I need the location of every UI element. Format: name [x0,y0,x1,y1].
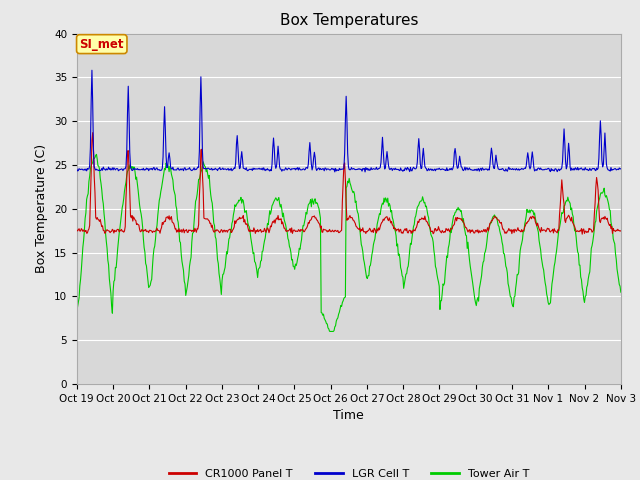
Text: SI_met: SI_met [79,37,124,50]
Legend: CR1000 Panel T, LGR Cell T, Tower Air T: CR1000 Panel T, LGR Cell T, Tower Air T [164,465,534,480]
Y-axis label: Box Temperature (C): Box Temperature (C) [35,144,48,274]
Title: Box Temperatures: Box Temperatures [280,13,418,28]
X-axis label: Time: Time [333,409,364,422]
